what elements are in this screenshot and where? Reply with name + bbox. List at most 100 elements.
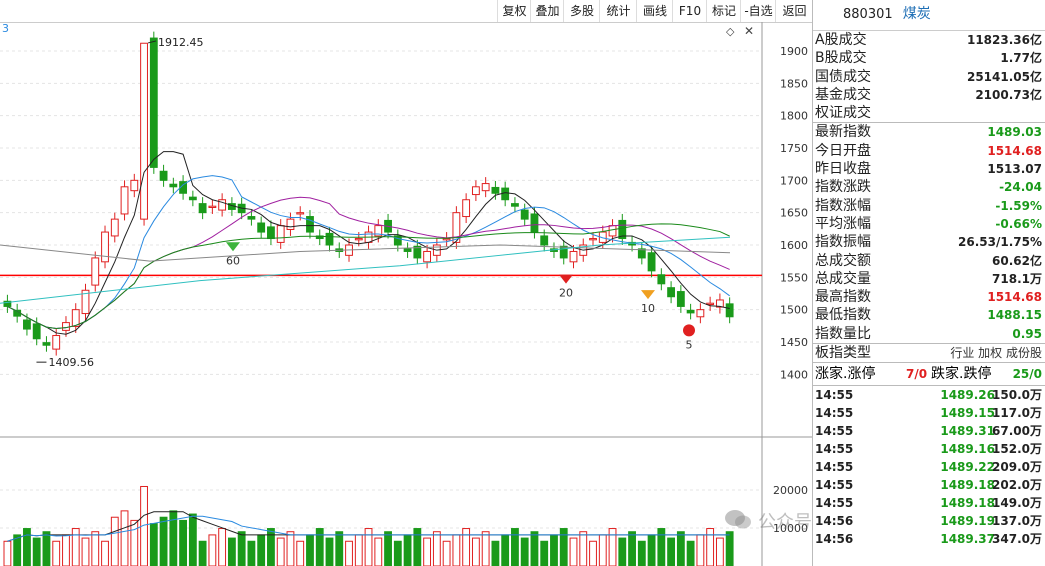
price-axis-tick: 1700 xyxy=(780,174,808,187)
toolbar-tab-7[interactable]: -自选 xyxy=(740,0,776,22)
stat-row: A股成交 11823.36亿 xyxy=(813,31,1045,49)
volume-bar xyxy=(657,528,666,566)
volume-bar xyxy=(608,528,617,566)
kline-chart-area[interactable]: 复权 叠加 多股 统计 画线 F10 标记 -自选 返回 3 ◇ ✕ 1900 1850 1800 1… xyxy=(0,0,915,566)
tick-price: 1489.37 xyxy=(940,532,995,547)
volume-bar xyxy=(628,531,636,566)
stat-value: 1514.68 xyxy=(987,290,1042,305)
volume-bar xyxy=(715,537,724,566)
candle-body xyxy=(667,287,676,298)
index-name[interactable]: 煤炭 xyxy=(902,6,931,22)
candle-body xyxy=(589,238,597,241)
tick-time: 14:56 xyxy=(815,532,854,547)
tick-row: 14:55 1489.22 209.0万 xyxy=(813,458,1045,476)
volume-bar xyxy=(276,537,285,566)
volume-bar xyxy=(52,540,61,566)
toolbar-tab-6[interactable]: 标记 xyxy=(706,0,741,22)
stat-value: 11823.36亿 xyxy=(966,33,1042,47)
candle-body xyxy=(442,238,451,241)
toolbar-tab-0[interactable]: 复权 xyxy=(497,0,531,22)
tick-volume: 150.0万 xyxy=(992,388,1042,403)
stat-row: 指数振幅 26.53/1.75% xyxy=(813,233,1045,251)
stat-label: 最低指数 xyxy=(815,307,871,324)
candle-body xyxy=(471,186,480,196)
volume-bar xyxy=(179,519,188,566)
candle-body xyxy=(276,225,285,243)
index-type-value: 行业 加权 成份股 xyxy=(950,346,1042,361)
toolbar-tab-4[interactable]: 画线 xyxy=(636,0,673,22)
volume-bar xyxy=(296,540,305,566)
candle-body xyxy=(374,225,383,237)
volume-bar xyxy=(227,537,236,566)
tick-volume: 202.0万 xyxy=(992,478,1042,493)
volume-bar xyxy=(637,540,646,566)
low-label: 1409.56 xyxy=(48,356,94,369)
candle-body xyxy=(550,248,558,252)
candle-body xyxy=(637,248,646,259)
kline-svg[interactable]: 1900 1850 1800 1750 1700 1650 1600 1550 1500 1450… xyxy=(0,0,812,566)
long-ma-line xyxy=(0,244,731,262)
candle-body xyxy=(384,219,392,233)
volume-bar xyxy=(442,540,451,566)
volume-bar xyxy=(530,531,539,566)
stat-row: 最低指数 1488.15 xyxy=(813,306,1045,324)
index-stats-list: 最新指数 1489.03 今日开盘 1514.68 昨日收盘 1513.07 指数涨跌 -24… xyxy=(813,122,1045,343)
stat-value: 1513.07 xyxy=(987,162,1042,177)
marker-label: 5 xyxy=(686,338,693,351)
candle-body xyxy=(3,300,12,307)
volume-bar xyxy=(569,537,578,566)
volume-bar xyxy=(286,531,295,566)
marker-label: 20 xyxy=(559,287,573,300)
candle-body xyxy=(227,203,236,210)
stat-row: 总成交量 718.1万 xyxy=(813,270,1045,288)
candle-body xyxy=(354,238,363,241)
stat-label: 指数涨幅 xyxy=(815,197,871,214)
toolbar-tab-5[interactable]: F10 xyxy=(672,0,707,22)
tick-price: 1489.16 xyxy=(940,442,995,457)
toolbar-tab-2[interactable]: 多股 xyxy=(563,0,600,22)
stat-value: 1514.68 xyxy=(987,143,1042,158)
stat-row: 权证成交 xyxy=(813,104,1045,122)
candle-body xyxy=(647,252,656,272)
candle-body xyxy=(725,303,734,318)
volume-bar xyxy=(618,537,627,566)
tick-time: 14:55 xyxy=(815,388,854,403)
candle-body xyxy=(393,235,402,246)
candle-body xyxy=(149,37,158,168)
tick-row: 14:56 1489.19 137.0万 xyxy=(813,512,1045,530)
stat-label: 指数量比 xyxy=(815,325,871,342)
stat-value: 718.1万 xyxy=(992,271,1042,286)
chart-toolbar: 复权 叠加 多股 统计 画线 F10 标记 -自选 返回 xyxy=(0,0,812,23)
toolbar-tab-8[interactable]: 返回 xyxy=(775,0,813,22)
volume-bar xyxy=(71,528,80,566)
marker-label: 10 xyxy=(641,302,655,315)
stat-row: 平均涨幅 -0.66% xyxy=(813,215,1045,233)
tick-row: 14:55 1489.18 202.0万 xyxy=(813,476,1045,494)
tick-volume: 152.0万 xyxy=(992,442,1042,457)
close-icon[interactable]: ✕ xyxy=(744,24,755,38)
price-axis-tick: 1850 xyxy=(780,77,808,90)
toolbar-tab-3[interactable]: 统计 xyxy=(599,0,637,22)
candle-body xyxy=(462,199,471,218)
candle-body xyxy=(71,309,80,327)
candle-body xyxy=(491,186,500,194)
volume-bar xyxy=(374,537,383,566)
toolbar-tab-1[interactable]: 叠加 xyxy=(530,0,564,22)
tick-row: 14:55 1489.15 117.0万 xyxy=(813,404,1045,422)
volume-bar xyxy=(101,540,109,566)
diamond-icon[interactable]: ◇ xyxy=(726,25,735,38)
volume-bar xyxy=(364,528,373,566)
volume-bar xyxy=(471,537,480,566)
candle-body xyxy=(481,183,490,192)
tick-list[interactable]: 14:55 1489.26 150.0万 14:55 1489.15 117.0万 14:5… xyxy=(813,386,1045,548)
stat-label: 指数振幅 xyxy=(815,234,871,251)
candle-body xyxy=(91,257,100,286)
ma20-line xyxy=(7,196,730,330)
candle-body xyxy=(511,203,519,207)
candle-body xyxy=(657,274,666,285)
stat-label: 平均涨幅 xyxy=(815,215,871,232)
volume-bar xyxy=(403,534,412,566)
volume-bar xyxy=(247,540,256,566)
price-axis-tick: 1900 xyxy=(780,45,808,58)
tick-time: 14:55 xyxy=(815,442,854,457)
